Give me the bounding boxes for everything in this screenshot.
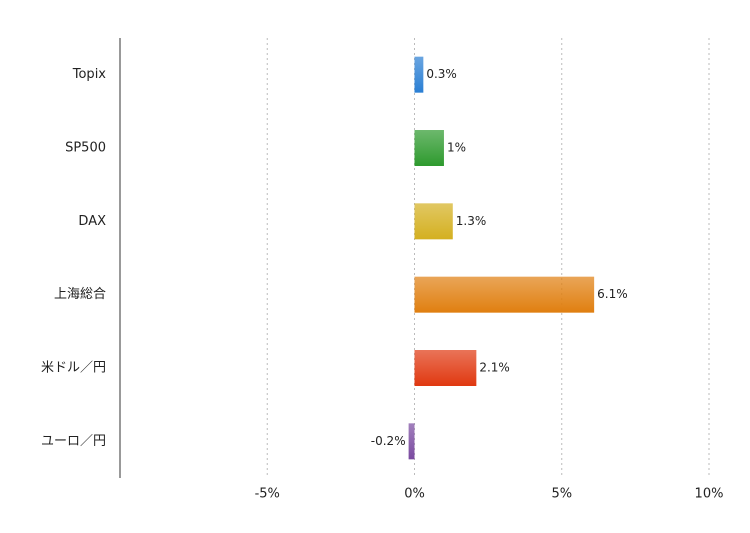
x-tick-label: 5% [551, 487, 572, 502]
y-tick-label: DAX [78, 214, 106, 229]
bar [408, 423, 415, 460]
value-label: 2.1% [479, 361, 510, 375]
y-tick-label: Topix [72, 67, 107, 82]
x-tick-label: -5% [255, 487, 280, 502]
bar [414, 130, 444, 166]
x-tick-label: 10% [695, 487, 724, 502]
y-tick-label: 米ドル／円 [41, 361, 106, 376]
value-label: 6.1% [597, 287, 628, 301]
value-label: 1.3% [456, 214, 487, 228]
value-label: 1% [447, 141, 466, 155]
y-tick-label: 上海総合 [54, 287, 106, 302]
bar [414, 350, 477, 386]
x-tick-label: 0% [404, 487, 425, 502]
bar [414, 56, 424, 93]
y-tick-label: ユーロ／円 [41, 434, 106, 449]
bar [414, 276, 595, 313]
value-label: 0.3% [426, 67, 457, 81]
value-label: -0.2% [371, 434, 406, 448]
y-tick-label: SP500 [65, 141, 106, 156]
bar [414, 203, 453, 240]
